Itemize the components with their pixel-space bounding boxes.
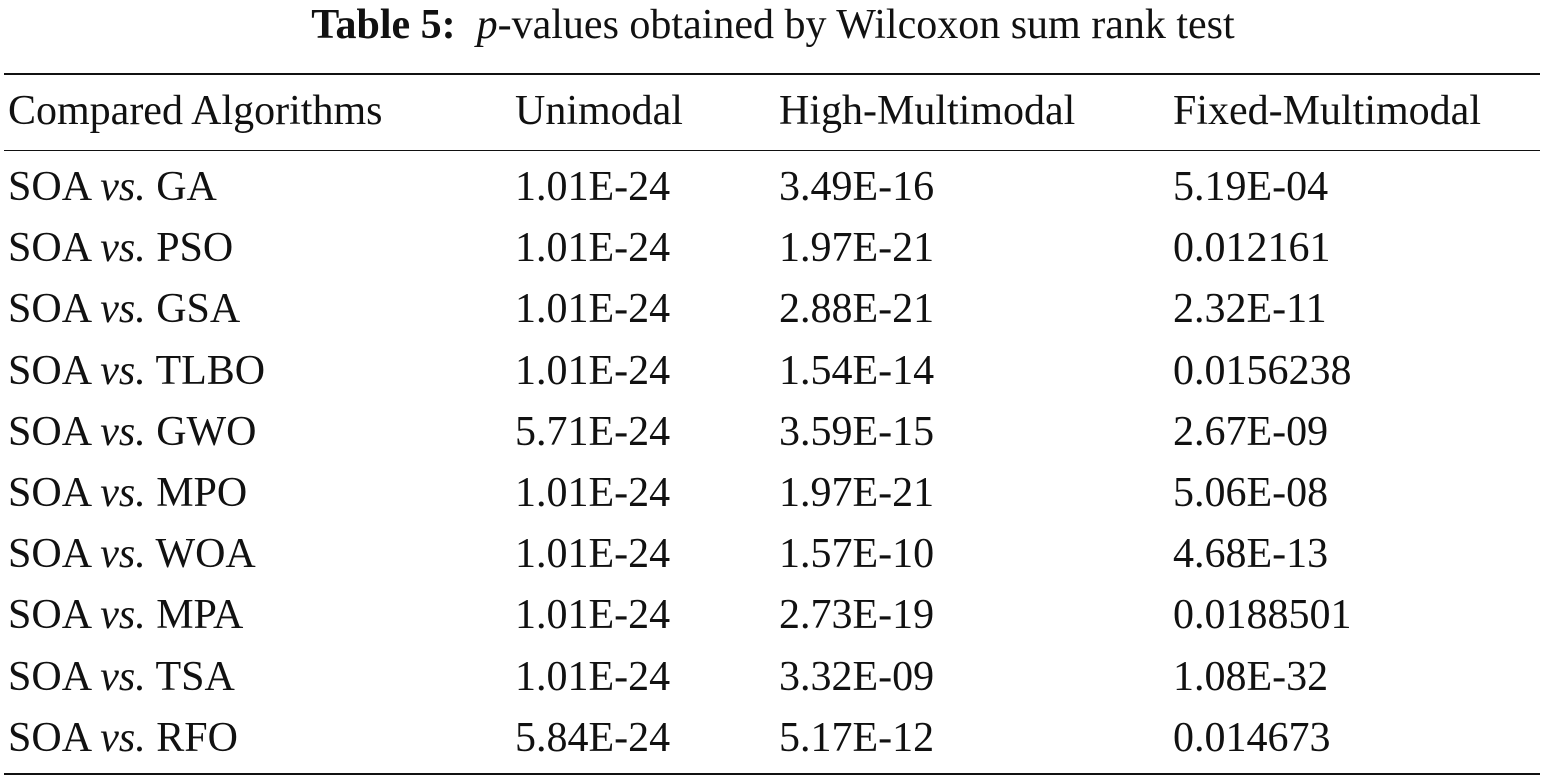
vs-label: vs. bbox=[100, 470, 146, 516]
cell-compared-algorithms: SOA vs. WOA bbox=[8, 529, 256, 579]
algorithm-b: WOA bbox=[155, 531, 256, 578]
vs-label: vs. bbox=[100, 531, 146, 578]
cell-unimodal: 1.01E-24 bbox=[515, 225, 671, 272]
header-compared-algorithms: Compared Algorithms bbox=[8, 88, 383, 134]
cell-high-multimodal: 5.17E-12 bbox=[779, 714, 935, 761]
cell-fixed-multimodal: 5.06E-08 bbox=[1173, 470, 1329, 516]
algorithm-a: SOA bbox=[8, 347, 90, 394]
algorithm-b: MPA bbox=[156, 592, 244, 639]
cell-unimodal: 1.01E-24 bbox=[515, 470, 671, 516]
vs-label: vs. bbox=[100, 286, 146, 333]
vs-label: vs. bbox=[100, 653, 146, 700]
header-high-multimodal: High-Multimodal bbox=[779, 88, 1076, 134]
cell-high-multimodal: 1.54E-14 bbox=[779, 347, 935, 394]
cell-compared-algorithms: SOA vs. PSO bbox=[8, 223, 233, 273]
algorithm-a: SOA bbox=[8, 408, 90, 455]
cell-compared-algorithms: SOA vs. GWO bbox=[8, 407, 257, 457]
cell-high-multimodal: 3.49E-16 bbox=[779, 164, 935, 210]
cell-unimodal: 1.01E-24 bbox=[515, 592, 671, 639]
caption-p-symbol: p bbox=[476, 2, 498, 48]
algorithm-a: SOA bbox=[8, 286, 90, 333]
cell-unimodal: 1.01E-24 bbox=[515, 347, 671, 394]
algorithm-b: GA bbox=[156, 164, 217, 210]
cell-unimodal: 1.01E-24 bbox=[515, 286, 671, 333]
algorithm-a: SOA bbox=[8, 592, 90, 639]
algorithm-b: TSA bbox=[155, 653, 235, 700]
cell-high-multimodal: 1.97E-21 bbox=[779, 225, 935, 272]
vs-label: vs. bbox=[100, 408, 146, 455]
cell-fixed-multimodal: 2.67E-09 bbox=[1173, 408, 1329, 455]
cell-compared-algorithms: SOA vs. MPA bbox=[8, 590, 243, 640]
cell-high-multimodal: 1.57E-10 bbox=[779, 531, 935, 578]
cell-fixed-multimodal: 1.08E-32 bbox=[1173, 653, 1329, 700]
cell-fixed-multimodal: 0.014673 bbox=[1173, 714, 1331, 761]
vs-label: vs. bbox=[100, 714, 146, 761]
cell-compared-algorithms: SOA vs. MPO bbox=[8, 468, 247, 518]
cell-unimodal: 1.01E-24 bbox=[515, 164, 671, 210]
caption-label: Table 5: bbox=[311, 2, 456, 48]
cell-compared-algorithms: SOA vs. TLBO bbox=[8, 346, 265, 396]
bottom-rule bbox=[4, 773, 1540, 775]
algorithm-a: SOA bbox=[8, 470, 90, 516]
cell-fixed-multimodal: 2.32E-11 bbox=[1173, 286, 1327, 333]
cell-unimodal: 1.01E-24 bbox=[515, 653, 671, 700]
algorithm-a: SOA bbox=[8, 225, 90, 272]
algorithm-b: PSO bbox=[156, 225, 234, 272]
vs-label: vs. bbox=[100, 347, 146, 394]
cell-high-multimodal: 2.73E-19 bbox=[779, 592, 935, 639]
algorithm-b: GWO bbox=[156, 408, 257, 455]
cell-compared-algorithms: SOA vs. TSA bbox=[8, 652, 235, 702]
cell-unimodal: 1.01E-24 bbox=[515, 531, 671, 578]
cell-high-multimodal: 3.32E-09 bbox=[779, 653, 935, 700]
cell-high-multimodal: 2.88E-21 bbox=[779, 286, 935, 333]
vs-label: vs. bbox=[100, 225, 146, 272]
table-caption: Table 5: p-values obtained by Wilcoxon s… bbox=[0, 0, 1546, 58]
cell-unimodal: 5.71E-24 bbox=[515, 408, 671, 455]
algorithm-a: SOA bbox=[8, 714, 90, 761]
cell-fixed-multimodal: 0.0188501 bbox=[1173, 592, 1352, 639]
algorithm-a: SOA bbox=[8, 531, 90, 578]
algorithm-a: SOA bbox=[8, 653, 90, 700]
top-rule bbox=[4, 73, 1540, 75]
cell-compared-algorithms: SOA vs. GSA bbox=[8, 284, 240, 334]
cell-fixed-multimodal: 0.0156238 bbox=[1173, 347, 1352, 394]
cell-fixed-multimodal: 4.68E-13 bbox=[1173, 531, 1329, 578]
cell-compared-algorithms: SOA vs. RFO bbox=[8, 713, 238, 763]
cell-fixed-multimodal: 0.012161 bbox=[1173, 225, 1331, 272]
vs-label: vs. bbox=[100, 592, 146, 639]
caption-text: -values obtained by Wilcoxon sum rank te… bbox=[497, 2, 1235, 48]
algorithm-b: MPO bbox=[156, 470, 248, 516]
cell-high-multimodal: 1.97E-21 bbox=[779, 470, 935, 516]
header-fixed-multimodal: Fixed-Multimodal bbox=[1173, 88, 1481, 134]
algorithm-a: SOA bbox=[8, 164, 90, 210]
cell-unimodal: 5.84E-24 bbox=[515, 714, 671, 761]
header-unimodal: Unimodal bbox=[515, 88, 683, 134]
cell-fixed-multimodal: 5.19E-04 bbox=[1173, 164, 1329, 210]
algorithm-b: TLBO bbox=[155, 347, 266, 394]
cell-compared-algorithms: SOA vs. GA bbox=[8, 162, 217, 212]
header-rule bbox=[4, 150, 1540, 151]
algorithm-b: RFO bbox=[156, 714, 238, 761]
algorithm-b: GSA bbox=[156, 286, 241, 333]
vs-label: vs. bbox=[100, 164, 146, 210]
cell-high-multimodal: 3.59E-15 bbox=[779, 408, 935, 455]
